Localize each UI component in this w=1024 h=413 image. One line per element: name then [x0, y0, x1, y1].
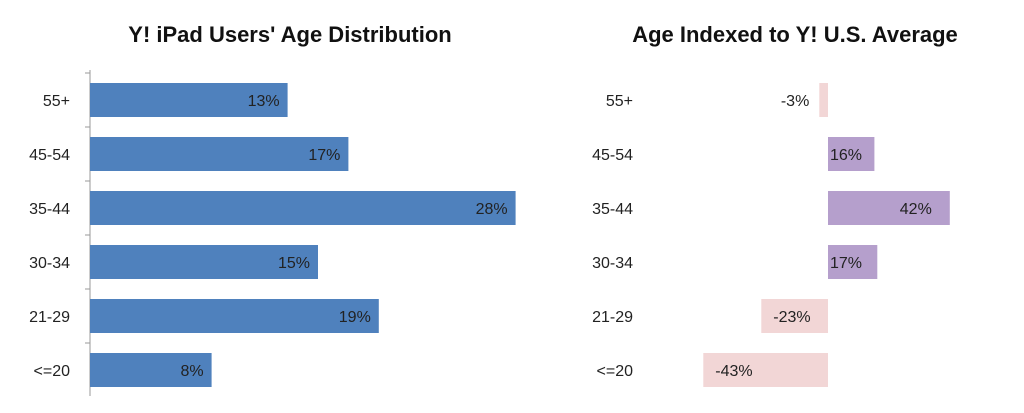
bar-35-44 [90, 191, 516, 225]
value-label: 17% [308, 147, 340, 164]
index-bar--20 [703, 353, 828, 387]
age-distribution-chart: 55+ 13% 45-54 17% 35-44 28% 30-34 15% 21-29 19% <=… [29, 70, 516, 396]
value-label: 28% [476, 201, 508, 218]
category-label: 35-44 [29, 201, 70, 218]
index-value-label: 16% [830, 147, 862, 164]
index-value-label: -3% [781, 93, 809, 110]
category-label: 21-29 [29, 309, 70, 326]
category-label: <=20 [597, 363, 634, 380]
category-label: 55+ [606, 93, 633, 110]
category-label: 30-34 [29, 255, 70, 272]
category-label: 45-54 [29, 147, 70, 164]
bar-21-29 [90, 299, 379, 333]
category-label: 45-54 [592, 147, 633, 164]
index-value-label: -43% [715, 363, 752, 380]
index-value-label: -23% [773, 309, 810, 326]
bar-45-54 [90, 137, 349, 171]
value-label: 15% [278, 255, 310, 272]
bar-30-34 [90, 245, 318, 279]
index-value-label: 17% [830, 255, 862, 272]
value-label: 13% [248, 93, 280, 110]
right-chart-title: Age Indexed to Y! U.S. Average [632, 22, 958, 47]
value-label: 19% [339, 309, 371, 326]
index-bar-21-29 [761, 299, 828, 333]
bar--20 [90, 353, 212, 387]
left-chart-title: Y! iPad Users' Age Distribution [128, 22, 452, 47]
category-label: 55+ [43, 93, 70, 110]
category-label: 35-44 [592, 201, 633, 218]
index-bar-55- [819, 83, 828, 117]
bar-55- [90, 83, 288, 117]
age-index-chart: 55+ -3% 45-54 16% 35-44 42% 30-34 17% 21-29 -23% <… [592, 83, 950, 387]
index-bar-35-44 [828, 191, 950, 225]
value-label: 8% [180, 363, 203, 380]
category-label: 21-29 [592, 309, 633, 326]
index-bar-45-54 [828, 137, 875, 171]
category-label: 30-34 [592, 255, 633, 272]
category-label: <=20 [34, 363, 71, 380]
index-bar-30-34 [828, 245, 878, 279]
index-value-label: 42% [900, 201, 932, 218]
